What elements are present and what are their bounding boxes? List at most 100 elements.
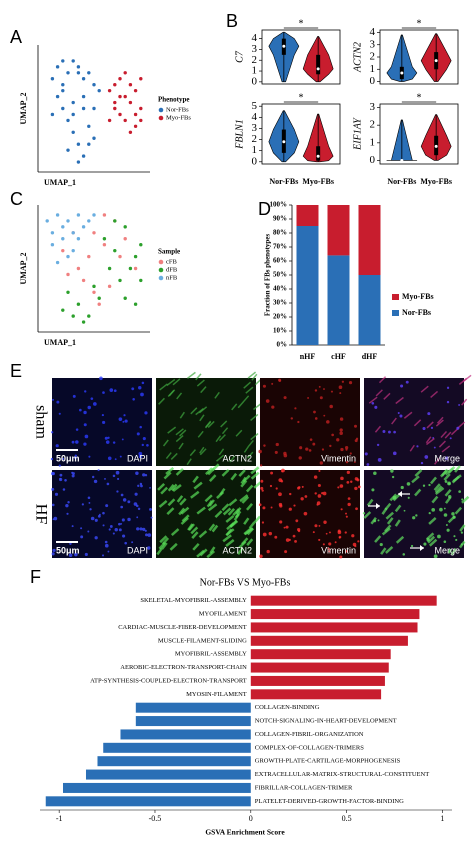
- texture: [279, 520, 283, 524]
- texture: [445, 524, 448, 527]
- texture: [337, 486, 340, 489]
- texture: [172, 483, 182, 492]
- texture: [221, 427, 229, 435]
- texture: [458, 540, 466, 549]
- texture: [139, 527, 143, 531]
- texture: [243, 517, 250, 525]
- texture: [391, 475, 395, 479]
- texture: [192, 475, 199, 484]
- legend-label: dFB: [166, 266, 178, 273]
- texture: [428, 516, 437, 525]
- texture: [94, 536, 98, 540]
- texture: [346, 481, 350, 484]
- texture: [132, 398, 135, 401]
- bar-segment: [296, 205, 319, 226]
- texture: [448, 495, 452, 499]
- texture: [368, 396, 378, 404]
- texture: [225, 528, 233, 536]
- texture: [319, 461, 324, 465]
- texture: [247, 439, 254, 447]
- texture: [167, 426, 177, 434]
- texture: [246, 538, 254, 547]
- texture: [233, 513, 240, 521]
- x-tick-label: Nor-FBs: [387, 177, 416, 186]
- panel-label: C: [10, 189, 23, 209]
- texture: [134, 492, 138, 496]
- panel-label: F: [30, 567, 41, 587]
- texture: [426, 538, 430, 542]
- texture: [200, 386, 207, 394]
- scale-bar-label: 50μm: [56, 453, 80, 463]
- texture: [140, 484, 143, 488]
- bar: [250, 635, 408, 646]
- texture: [231, 403, 238, 411]
- texture: [363, 511, 372, 519]
- texture: [216, 491, 225, 499]
- texture: [124, 419, 128, 423]
- point: [133, 112, 138, 117]
- significance: *: [299, 92, 304, 103]
- point: [71, 130, 75, 134]
- point: [92, 83, 96, 87]
- median: [316, 67, 320, 71]
- texture: [385, 511, 394, 520]
- texture: [374, 535, 382, 543]
- texture: [235, 429, 243, 437]
- texture: [453, 535, 456, 538]
- texture: [330, 390, 333, 393]
- texture: [120, 505, 124, 509]
- texture: [170, 528, 180, 536]
- point: [139, 118, 143, 123]
- texture: [437, 534, 441, 539]
- texture: [123, 414, 126, 417]
- texture: [138, 451, 143, 456]
- point: [102, 213, 107, 217]
- texture: [133, 502, 138, 506]
- point: [66, 290, 70, 294]
- texture: [303, 511, 308, 516]
- texture: [228, 498, 238, 507]
- point: [76, 160, 81, 164]
- texture: [407, 496, 410, 499]
- bar: [135, 702, 251, 713]
- texture: [426, 437, 435, 446]
- texture: [297, 528, 301, 532]
- texture: [51, 503, 55, 507]
- texture: [239, 494, 249, 503]
- texture: [351, 534, 355, 538]
- texture: [325, 532, 328, 535]
- point: [81, 106, 86, 111]
- category-label: COLLAGEN-BINDING: [255, 704, 320, 711]
- texture: [147, 533, 152, 537]
- point: [133, 302, 138, 306]
- texture: [318, 525, 321, 527]
- texture: [392, 451, 397, 456]
- texture: [443, 540, 447, 543]
- y-tick-label: 3: [370, 38, 376, 50]
- texture: [167, 483, 175, 492]
- texture: [107, 550, 110, 553]
- texture: [178, 507, 186, 516]
- texture: [121, 518, 125, 522]
- texture: [72, 472, 75, 475]
- texture: [94, 518, 98, 522]
- texture: [373, 471, 377, 475]
- texture: [355, 437, 359, 441]
- texture: [285, 538, 290, 542]
- texture: [237, 401, 245, 409]
- y-tick-label: 1: [252, 65, 258, 77]
- point: [113, 83, 117, 87]
- texture: [160, 486, 169, 495]
- texture: [262, 506, 266, 510]
- texture: [338, 385, 343, 390]
- texture: [147, 546, 151, 550]
- x-axis-label: GSVA Enrichment Score: [205, 828, 285, 837]
- texture: [87, 405, 91, 410]
- texture: [179, 497, 187, 506]
- legend-swatch: [158, 115, 164, 121]
- texture: [339, 417, 344, 421]
- bar: [120, 729, 251, 740]
- median: [434, 59, 438, 63]
- texture: [196, 506, 206, 515]
